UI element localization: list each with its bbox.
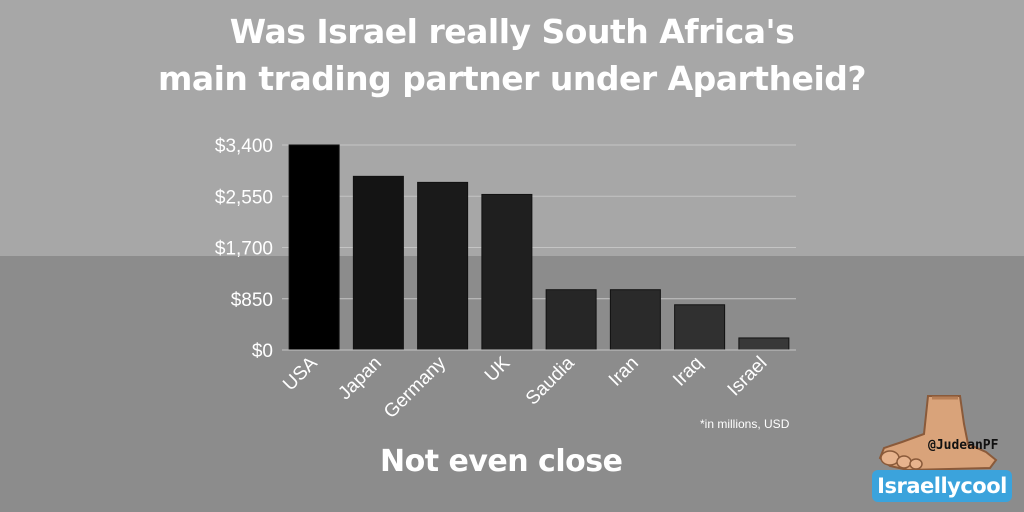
bars xyxy=(288,144,790,351)
twitter-handle: @JudeanPF xyxy=(928,438,999,453)
y-tick-label: $0 xyxy=(252,341,273,362)
title-line-2: main trading partner under Apartheid? xyxy=(157,59,867,98)
x-tick-label: Iraq xyxy=(669,353,707,391)
x-tick-label: Israel xyxy=(724,353,772,401)
x-tick-label: Saudia xyxy=(522,352,579,409)
x-tick-label: USA xyxy=(279,352,322,395)
bar-germany xyxy=(417,181,469,351)
bar-iran xyxy=(609,289,661,351)
chart-title: Was Israel really South Africa's main tr… xyxy=(0,8,1024,102)
y-tick-label: $850 xyxy=(231,290,273,311)
x-tick-label: Germany xyxy=(380,352,450,422)
subtitle: Not even close xyxy=(380,444,623,479)
brand-badge: Israellycool xyxy=(872,470,1012,502)
bar-iraq xyxy=(674,304,726,351)
bar-saudia xyxy=(545,289,597,351)
y-tick-label: $2,550 xyxy=(215,187,273,208)
foot-logo-icon xyxy=(878,395,998,472)
y-tick-label: $1,700 xyxy=(215,239,273,260)
y-tick-label: $3,400 xyxy=(215,136,273,157)
units-footnote: *in millions, USD xyxy=(700,417,790,431)
x-tick-label: Iran xyxy=(605,353,643,391)
bar-israel xyxy=(738,337,790,351)
bar-usa xyxy=(288,144,340,351)
y-axis-ticks: $0 $850 $1,700 $2,550 $3,400 xyxy=(215,136,273,362)
bar-uk xyxy=(481,193,533,351)
x-tick-label: Japan xyxy=(334,353,385,404)
bar-japan xyxy=(352,175,404,351)
title-line-1: Was Israel really South Africa's xyxy=(229,12,795,51)
x-tick-label: UK xyxy=(481,352,515,386)
